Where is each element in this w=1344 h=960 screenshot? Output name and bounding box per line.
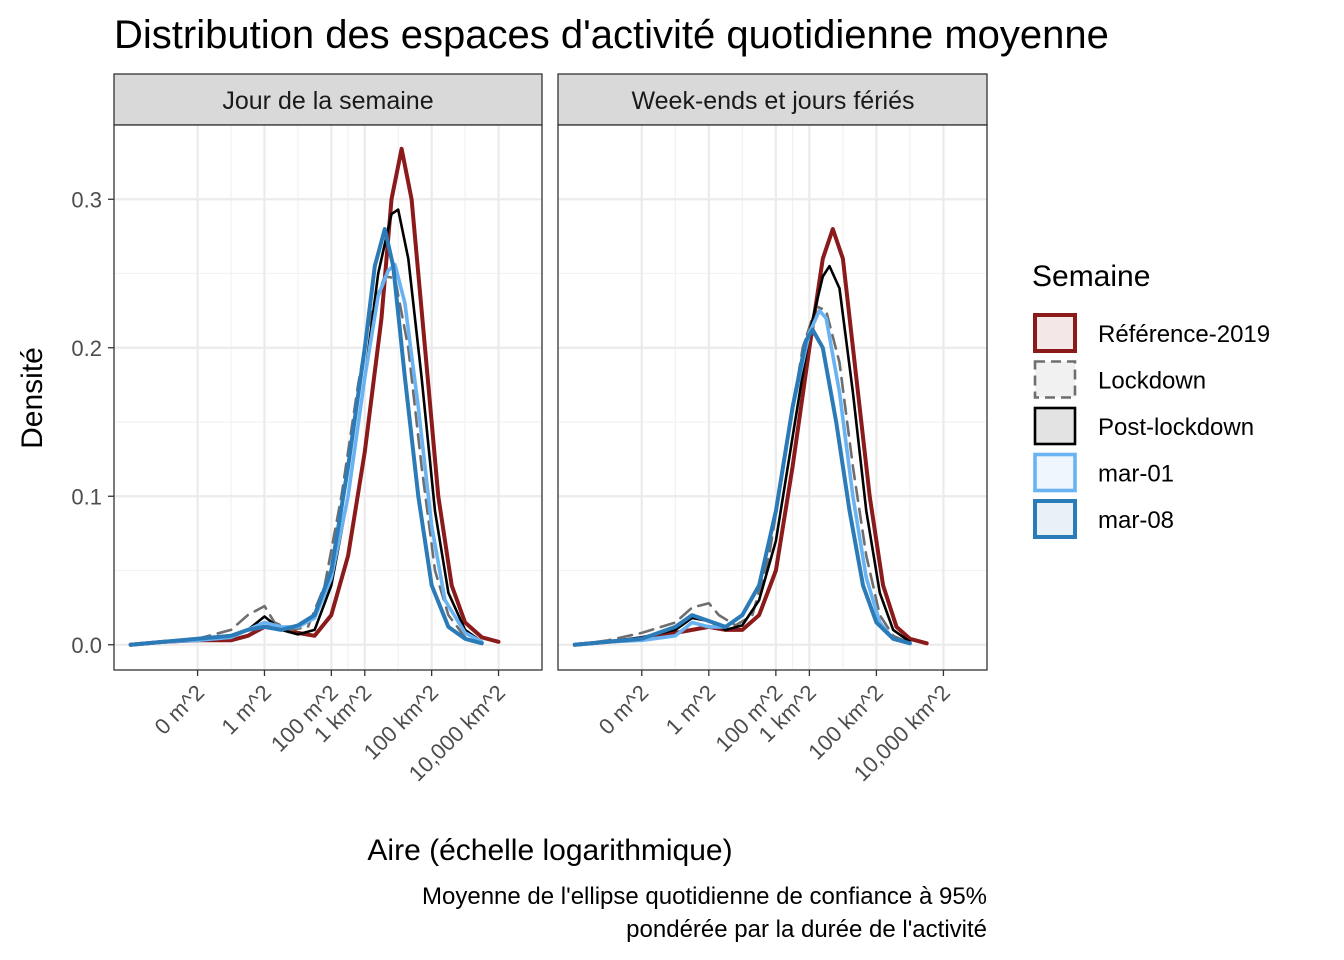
panel-border-weekend	[557, 124, 988, 671]
panel-lines-weekday	[128, 146, 501, 647]
caption-line-2: pondérée par la durée de l'activité	[626, 916, 987, 943]
series-line-mar-08	[572, 327, 912, 647]
panel-y-axis-weekday: 0.0 0.1 0.2 0.3	[71, 187, 114, 658]
panel-weekend: Week-ends et jours fériés 0 m^2 1 m^2100 …	[557, 73, 988, 786]
y-tick-label: 0.0	[71, 633, 102, 658]
legend-keys: Référence-2019 Lockdown Post-lockdown mar-0…	[1033, 313, 1270, 539]
panel-border-weekday	[113, 124, 543, 671]
legend-key-mar-01	[1033, 452, 1077, 493]
x-tick-label: 1 m^2	[216, 680, 276, 740]
x-tick-label: 0 m^2	[150, 680, 210, 740]
y-tick-label: 0.2	[71, 336, 102, 361]
legend-label-reference-2019: Référence-2019	[1098, 321, 1270, 348]
legend-label-post-lockdown: Post-lockdown	[1098, 414, 1254, 441]
x-tick-label: 0 m^2	[594, 680, 654, 740]
y-tick-label: 0.1	[71, 484, 102, 509]
panel-strip-label-weekend: Week-ends et jours fériés	[632, 87, 915, 115]
x-axis-title: Aire (échelle logarithmique)	[367, 834, 732, 867]
legend-key-mar-08	[1033, 499, 1077, 539]
x-tick-label: 1 m^2	[661, 680, 721, 740]
y-tick-label: 0.3	[71, 187, 102, 212]
legend-key-reference-2019	[1033, 313, 1077, 353]
panel-strip-weekday	[113, 73, 543, 126]
panel-plot-area-weekend	[558, 125, 987, 670]
series-line-reference-2019	[128, 146, 501, 647]
series-line-mar-08	[128, 227, 484, 647]
panel-grid-weekend	[558, 125, 987, 670]
legend-label-mar-08: mar-08	[1098, 507, 1174, 534]
legend-label-mar-01: mar-01	[1098, 461, 1174, 488]
legend-title: Semaine	[1032, 260, 1150, 293]
legend-key-post-lockdown	[1033, 406, 1077, 446]
series-line-post-lockdown	[573, 264, 912, 647]
legend-key-lockdown	[1033, 360, 1077, 399]
panel-lines-weekend	[572, 227, 929, 647]
panel-strip-label-weekday: Jour de la semaine	[222, 87, 433, 115]
chart-title: Distribution des espaces d'activité quot…	[114, 13, 1109, 57]
y-axis-title: Densité	[16, 347, 49, 449]
caption-line-1: Moyenne de l'ellipse quotidienne de conf…	[422, 883, 987, 910]
panel-strip-weekend	[557, 73, 988, 126]
legend-label-lockdown: Lockdown	[1098, 368, 1206, 395]
legend: Semaine Référence-2019 Lockdown Post-lockd…	[1032, 260, 1270, 539]
